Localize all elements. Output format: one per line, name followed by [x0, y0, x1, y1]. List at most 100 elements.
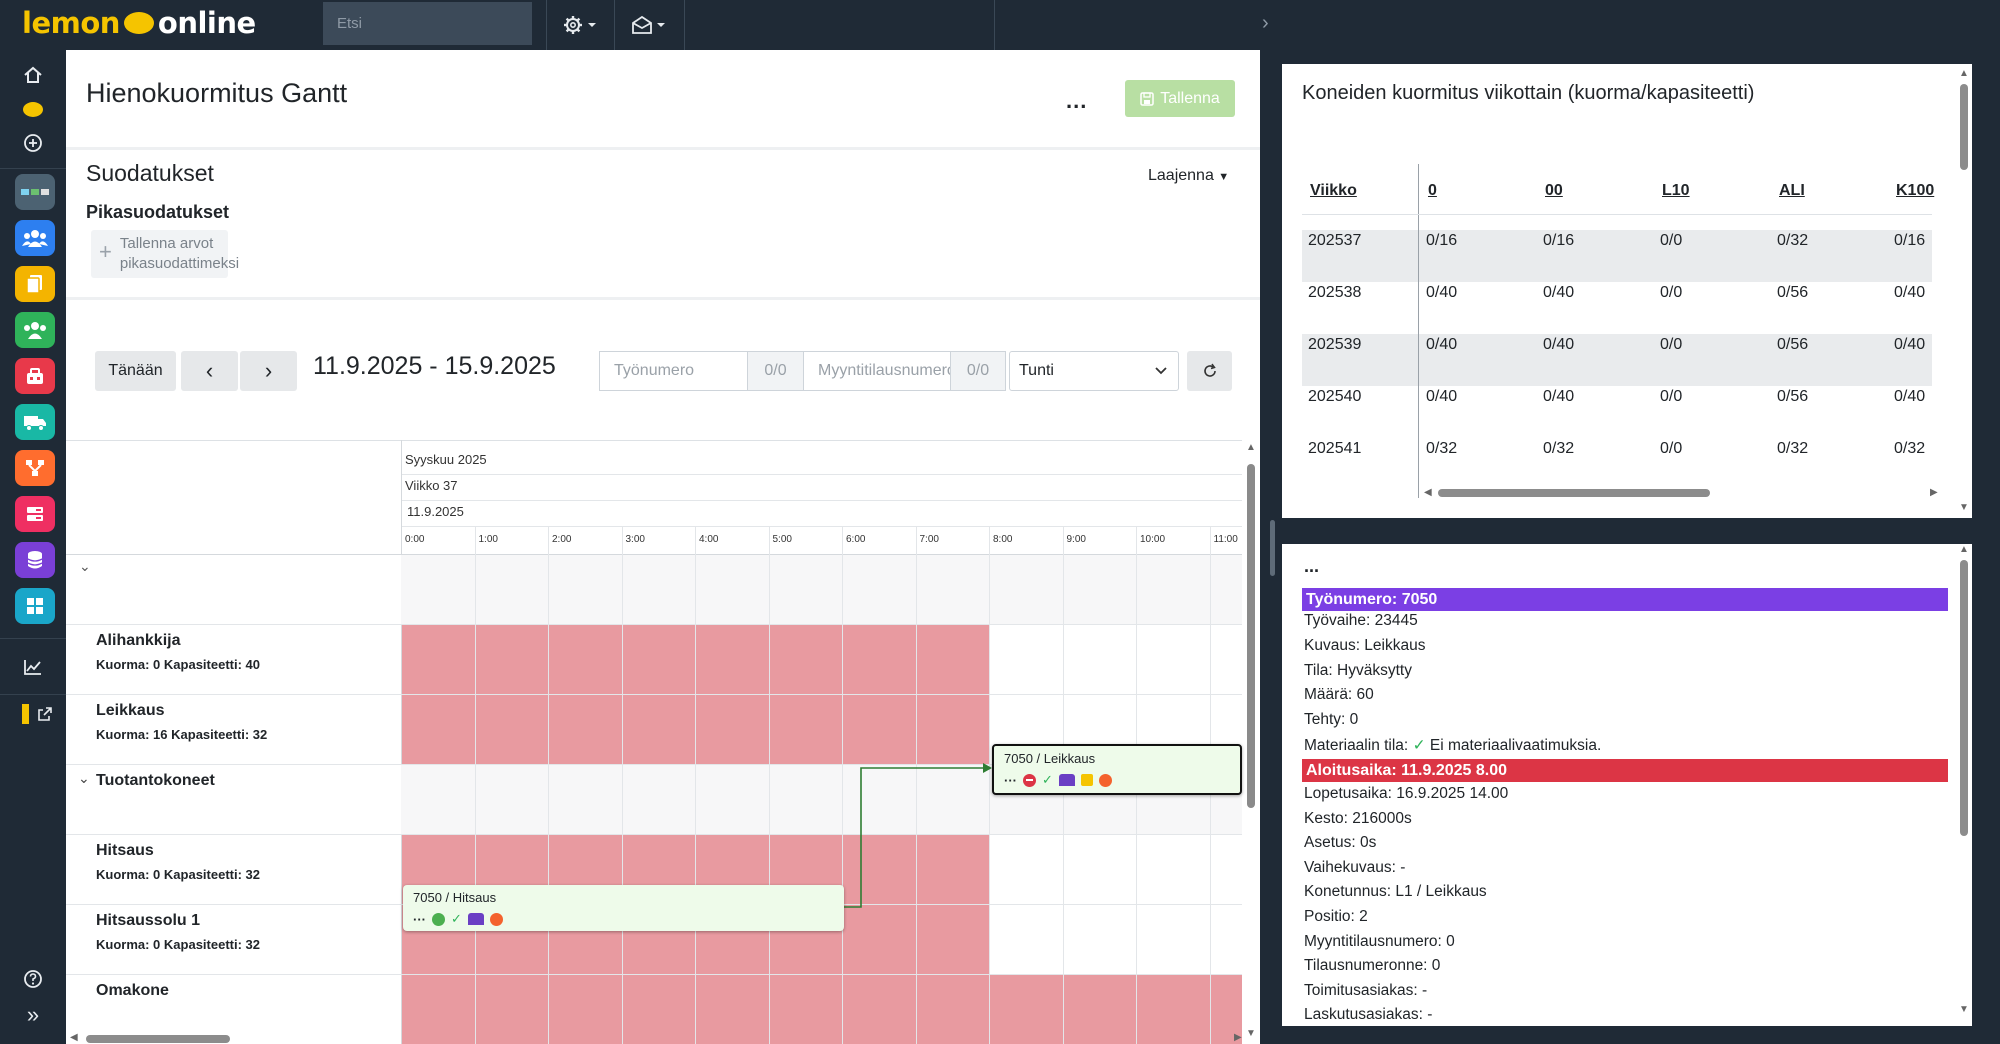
table-cell: 0/32 — [1777, 232, 1809, 249]
plus-icon: + — [99, 239, 112, 264]
chevron-down-icon — [1155, 367, 1167, 375]
detail-line: Vaihekuvaus: - — [1304, 858, 1406, 876]
sidebar-lemon[interactable] — [18, 94, 48, 124]
detail-line: Tehty: 0 — [1304, 711, 1359, 729]
page-more-button[interactable]: ... — [1066, 88, 1088, 113]
sidebar-separator — [0, 694, 66, 695]
save-button-label: Tallenna — [1160, 89, 1220, 107]
row-load-leikkaus: Kuorma: 16 Kapasiteetti: 32 — [96, 727, 268, 742]
gantt-hour-label: 2:00 — [552, 534, 572, 545]
double-chevron-right-icon: » — [26, 1002, 40, 1027]
panel-resize-handle[interactable] — [1270, 520, 1275, 576]
work-number-count: 0/0 — [748, 351, 804, 391]
refresh-icon — [1203, 363, 1216, 377]
checklist-icon: ✓ — [451, 911, 462, 926]
next-button[interactable]: › — [240, 351, 297, 391]
sidebar-app-dashboard[interactable] — [15, 174, 55, 210]
table-horizontal-scrollbar[interactable]: ◀ ▶ — [1424, 487, 1938, 498]
sidebar-home[interactable] — [18, 60, 48, 90]
previous-button[interactable]: ‹ — [181, 351, 238, 391]
sidebar-app-servers[interactable] — [15, 496, 55, 532]
refresh-button[interactable] — [1187, 351, 1232, 391]
time-scale-select[interactable]: Tunti — [1009, 351, 1179, 391]
task-label: 7050 / Hitsaus — [413, 890, 497, 905]
r-logo-icon — [22, 704, 29, 724]
factory-icon — [27, 368, 43, 384]
row-load-hitsaussolu-1: Kuorma: 0 Kapasiteetti: 32 — [96, 937, 260, 952]
row-label-hitsaus: Hitsaus — [96, 842, 154, 859]
sidebar-app-windows[interactable] — [15, 588, 55, 624]
table-row-bg — [1302, 230, 1932, 282]
chevron-down-icon[interactable]: ⌄ — [79, 558, 91, 574]
table-cell: 202537 — [1308, 232, 1362, 249]
brand-logo[interactable]: lemon online — [22, 6, 256, 40]
sidebar-app-documents[interactable] — [15, 266, 55, 302]
save-button[interactable]: Tallenna — [1125, 80, 1235, 117]
table-cell: 0/32 — [1777, 440, 1809, 457]
table-cell: 0/40 — [1426, 284, 1458, 301]
panel-vertical-scrollbar[interactable]: ▲ ▼ — [1959, 68, 1969, 513]
gantt-hour-label: 8:00 — [993, 534, 1013, 545]
sidebar-add[interactable] — [18, 128, 48, 158]
sidebar-help[interactable] — [18, 964, 48, 994]
work-number-input[interactable]: Työnumero — [599, 351, 748, 391]
chevron-down-icon[interactable]: ⌄ — [78, 770, 90, 786]
detail-line: Kesto: 216000s — [1304, 809, 1412, 827]
database-icon — [27, 551, 43, 569]
table-column-header[interactable]: 0 — [1428, 182, 1437, 199]
row-load-hitsaus: Kuorma: 0 Kapasiteetti: 32 — [96, 867, 260, 882]
gantt-day-label: 11.9.2025 — [407, 504, 464, 519]
grid-row-line — [66, 974, 1242, 975]
warehouse-icon — [1058, 774, 1075, 786]
grid-line — [401, 474, 1242, 475]
table-column-header[interactable]: K100 — [1896, 182, 1935, 199]
dashboard-app-icon — [21, 189, 49, 195]
row-label-alihankkija: Alihankkija — [96, 632, 181, 649]
details-vertical-scrollbar[interactable]: ▲ ▼ — [1959, 544, 1969, 1015]
settings-menu-button[interactable] — [547, 0, 615, 50]
sidebar-app-delivery[interactable] — [15, 404, 55, 440]
floppy-disk-icon — [1140, 91, 1154, 106]
sidebar-app-production[interactable] — [15, 358, 55, 394]
detail-line: Määrä: 60 — [1304, 686, 1374, 704]
detail-line: Toimitusasiakas: - — [1304, 981, 1428, 999]
table-column-header[interactable]: Viikko — [1310, 182, 1357, 199]
save-quick-filter-button[interactable]: + Tallenna arvot pikasuodattimeksi — [91, 230, 239, 278]
row-label-tuotantokoneet: Tuotantokoneet — [96, 772, 215, 789]
more-icon[interactable]: ··· — [413, 911, 426, 927]
sidebar-analytics[interactable] — [18, 652, 48, 682]
details-more-button[interactable]: ... — [1304, 556, 1320, 576]
sidebar-app-structure[interactable] — [15, 450, 55, 486]
top-bar: lemon online › — [0, 0, 2000, 50]
table-column-header[interactable]: L10 — [1662, 182, 1690, 199]
sidebar-external-link[interactable] — [22, 704, 53, 724]
sidebar-expand[interactable]: » — [18, 1000, 48, 1030]
sales-order-input[interactable]: Myyntitilausnumero — [803, 351, 951, 391]
more-icon[interactable]: ··· — [1004, 772, 1017, 788]
row-label-omakone: Omakone — [96, 982, 169, 999]
gantt-task-leikkaus[interactable]: 7050 / Leikkaus ··· ✓ — [992, 744, 1242, 795]
messages-menu-button[interactable] — [615, 0, 685, 50]
search-input[interactable] — [323, 2, 532, 45]
sidebar-separator — [0, 638, 66, 639]
row-load-alihankkija: Kuorma: 0 Kapasiteetti: 40 — [96, 657, 260, 672]
sidebar-app-database[interactable] — [15, 542, 55, 578]
table-cell: 0/40 — [1426, 388, 1458, 405]
table-column-header[interactable]: ALI — [1779, 182, 1805, 199]
expand-filters-toggle[interactable]: Laajenna ▼ — [1148, 167, 1229, 185]
table-column-header[interactable]: 00 — [1545, 182, 1563, 199]
date-range: 11.9.2025 - 15.9.2025 — [313, 352, 556, 380]
gantt-vertical-scrollbar[interactable]: ▲ ▼ — [1246, 442, 1256, 1039]
sidebar-app-users[interactable] — [15, 220, 55, 256]
gantt-task-hitsaus[interactable]: 7050 / Hitsaus ··· ✓ — [403, 885, 844, 931]
chevron-right-icon[interactable]: › — [1262, 12, 1269, 34]
grid-line — [401, 500, 1242, 501]
today-button[interactable]: Tänään — [95, 351, 176, 391]
gantt-hour-label: 10:00 — [1140, 534, 1166, 545]
table-cell: 0/40 — [1894, 284, 1926, 301]
status-dot-icon — [1098, 773, 1112, 787]
table-cell: 0/0 — [1660, 440, 1683, 457]
sidebar-app-team[interactable] — [15, 312, 55, 348]
gantt-horizontal-scrollbar[interactable]: ◀ ▶ — [70, 1032, 1242, 1043]
top-divider-right — [994, 0, 995, 50]
